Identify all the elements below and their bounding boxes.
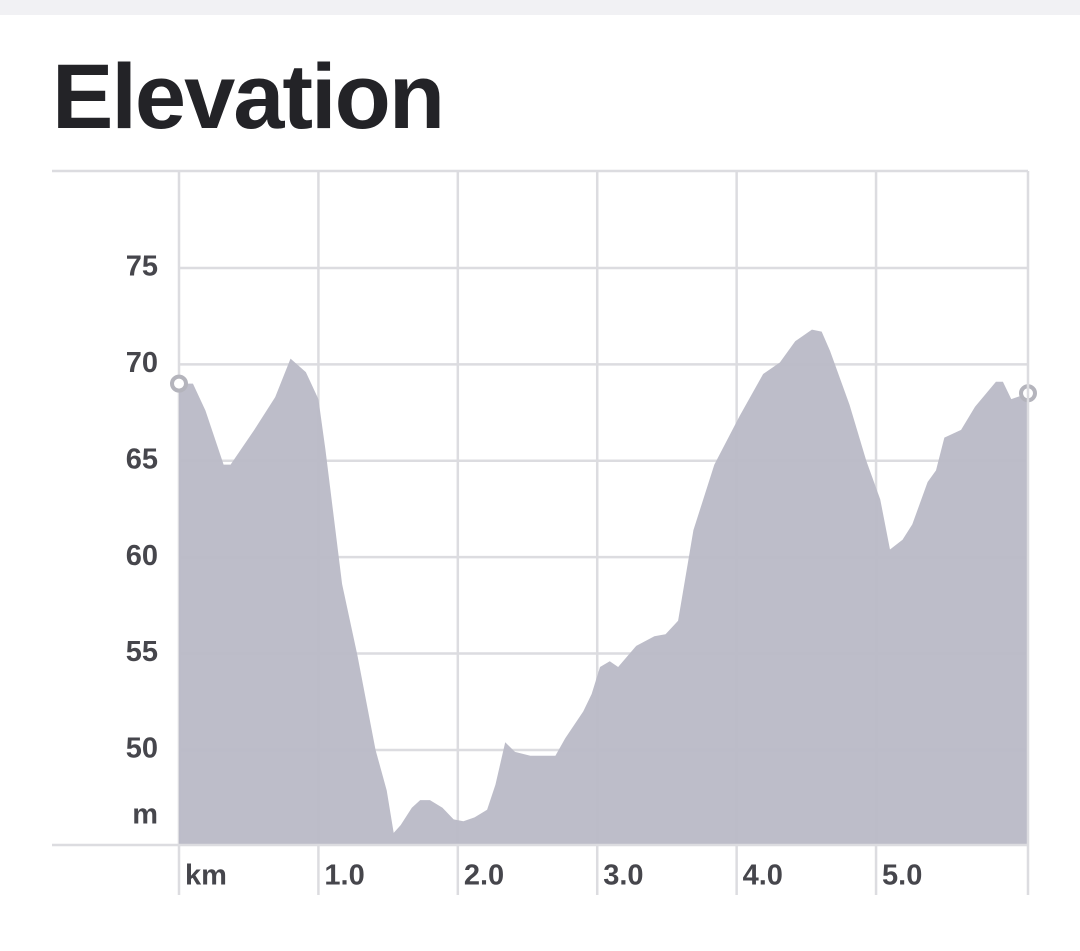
y-tick-label: 50 <box>126 733 158 765</box>
labels: 50 55 60 65 70 75 km 1.0 2.0 3.0 4.0 5.0 <box>126 251 923 892</box>
y-tick-label: 70 <box>126 347 158 379</box>
top-bar <box>0 0 1080 15</box>
elevation-area <box>179 329 1028 846</box>
y-tick-label: 55 <box>126 636 158 668</box>
y-tick-label: 75 <box>126 251 158 283</box>
y-tick-label: 65 <box>126 443 158 475</box>
x-tick-label: km <box>185 860 227 892</box>
plot <box>170 329 1037 846</box>
x-tick-label: 5.0 <box>882 860 922 892</box>
chart-title: Elevation <box>52 46 443 148</box>
x-tick-label: 1.0 <box>324 860 364 892</box>
y-tick-label: 60 <box>126 540 158 572</box>
x-tick-label: 4.0 <box>743 860 783 892</box>
x-tick-label: 3.0 <box>603 860 643 892</box>
endpoint-marker <box>170 374 188 393</box>
x-tick-label: 2.0 <box>464 860 504 892</box>
y-axis-unit: m <box>132 799 158 831</box>
